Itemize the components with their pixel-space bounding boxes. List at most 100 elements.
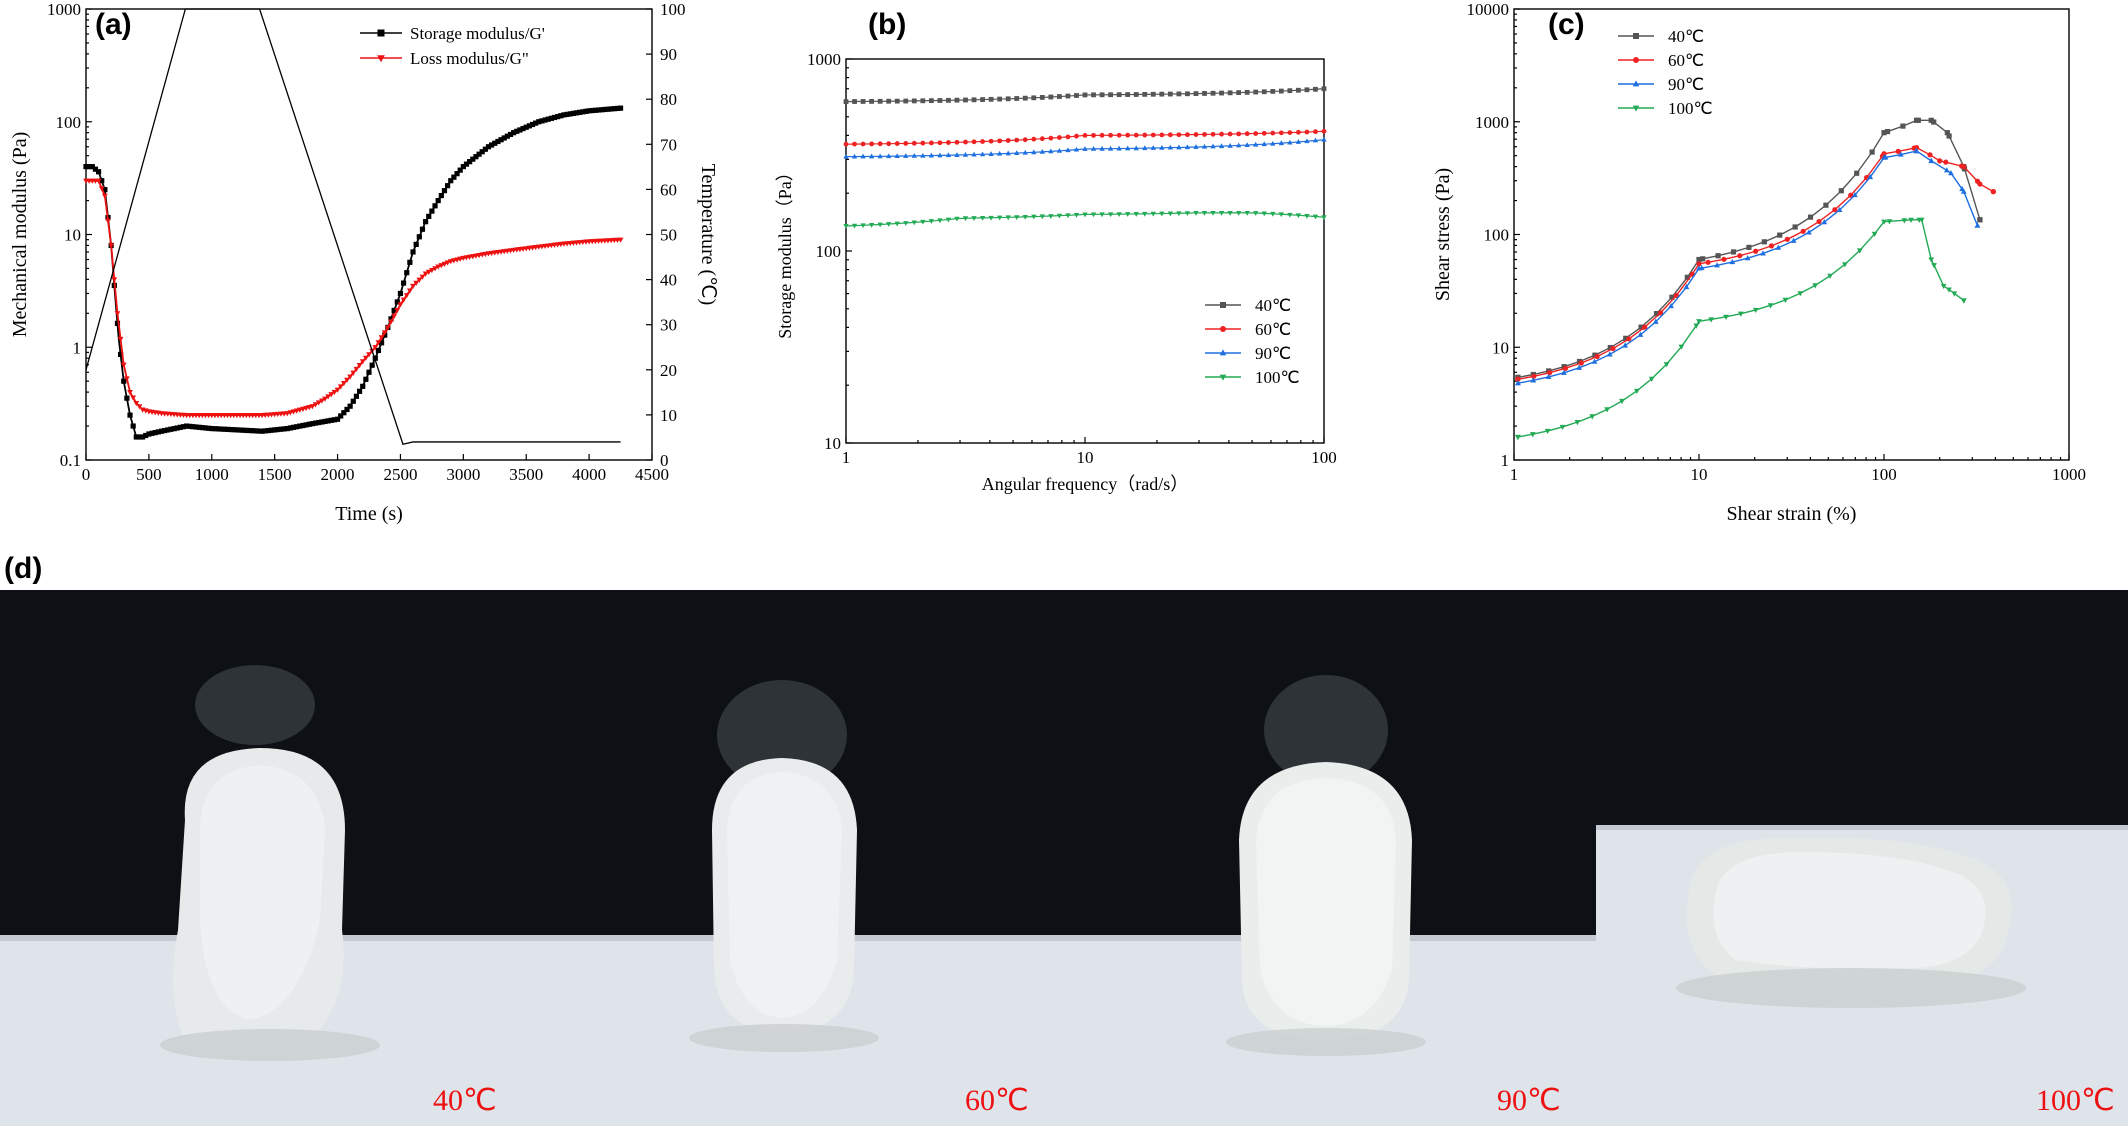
c-point bbox=[1838, 188, 1844, 194]
photo-strip: 40℃ 60℃ 90℃ bbox=[0, 590, 2128, 1126]
a-point bbox=[558, 113, 564, 119]
c-point bbox=[1823, 202, 1829, 208]
a-xtick-label-5: 2500 bbox=[383, 465, 417, 484]
a-ytick-right-label-4: 40 bbox=[660, 271, 677, 290]
a-point bbox=[328, 392, 335, 398]
chart-a: 0 500 1000 1500 2000 2500 3000 3500 4000 45000.11… bbox=[9, 0, 719, 525]
c-point bbox=[1869, 149, 1875, 155]
a-ytick-right-label-6: 60 bbox=[660, 180, 677, 199]
a-point bbox=[290, 409, 297, 415]
a-point bbox=[281, 426, 287, 432]
panel-label-a: (a) bbox=[95, 8, 132, 41]
a-point bbox=[177, 424, 183, 430]
a-point bbox=[426, 213, 432, 219]
a-point bbox=[608, 106, 614, 112]
a-point bbox=[234, 427, 240, 433]
b-series-1 bbox=[843, 128, 1327, 147]
photo-100c: 100℃ bbox=[1596, 590, 2128, 1126]
a-point bbox=[498, 137, 504, 143]
a-point bbox=[199, 425, 205, 431]
c-point bbox=[1574, 420, 1581, 426]
b-point bbox=[1261, 211, 1267, 217]
a-point bbox=[463, 161, 470, 167]
a-point bbox=[221, 426, 227, 432]
b-point bbox=[937, 152, 943, 158]
c-point bbox=[1515, 380, 1521, 386]
a-point bbox=[555, 114, 561, 120]
b-point bbox=[852, 141, 857, 147]
b-point bbox=[1031, 95, 1037, 101]
c-series-line-2 bbox=[1517, 150, 1979, 384]
c-legend-label-2: 90℃ bbox=[1668, 75, 1704, 94]
b-point bbox=[1022, 137, 1028, 143]
photo-caption-100c: 100℃ bbox=[2036, 1084, 2115, 1117]
c-point bbox=[1797, 291, 1804, 297]
b-point bbox=[954, 152, 960, 157]
c-point bbox=[1761, 239, 1767, 245]
a-ylabel-right: Temperature (℃) bbox=[697, 164, 719, 306]
b-point bbox=[1056, 135, 1062, 140]
a-point bbox=[514, 128, 520, 134]
b-point bbox=[1142, 91, 1148, 97]
b-point bbox=[1074, 93, 1079, 98]
c-ytick-label-3: 1000 bbox=[1475, 113, 1509, 132]
c-point bbox=[1515, 376, 1521, 382]
c-series-1 bbox=[1515, 144, 1996, 382]
a-point bbox=[570, 110, 576, 116]
a-point bbox=[359, 359, 366, 365]
a-point bbox=[92, 166, 99, 172]
b-point bbox=[1244, 89, 1250, 95]
c-point bbox=[1673, 292, 1679, 299]
a-point bbox=[573, 110, 580, 116]
a-xtick-label-1: 500 bbox=[136, 465, 162, 484]
c-point bbox=[1589, 414, 1596, 420]
a-point bbox=[127, 412, 133, 418]
b-point bbox=[1091, 92, 1096, 98]
a-point bbox=[237, 427, 243, 433]
a-point bbox=[193, 424, 199, 430]
b-xtick-label-0: 1 bbox=[842, 448, 851, 467]
b-point bbox=[1048, 148, 1054, 154]
b-point bbox=[1022, 149, 1028, 155]
c-point bbox=[1961, 164, 1967, 170]
c-point bbox=[1977, 181, 1983, 187]
a-point bbox=[419, 226, 426, 232]
a-point bbox=[605, 106, 611, 112]
c-point bbox=[1753, 248, 1759, 254]
a-legend: Storage modulus/G' Loss modulus/G" bbox=[360, 24, 545, 68]
b-point bbox=[937, 140, 943, 146]
a-point bbox=[209, 425, 215, 432]
b-point bbox=[1116, 92, 1122, 98]
c-xtick-label-1: 10 bbox=[1691, 465, 1708, 484]
b-point bbox=[894, 221, 900, 227]
b-point bbox=[928, 98, 934, 104]
b-point bbox=[1014, 150, 1020, 156]
c-point bbox=[1943, 167, 1950, 173]
b-point bbox=[1270, 89, 1276, 94]
b-point bbox=[1287, 88, 1293, 94]
b-point bbox=[1244, 131, 1250, 137]
a-point bbox=[504, 133, 510, 139]
c-point bbox=[1562, 365, 1569, 371]
c-series-2 bbox=[1515, 147, 1981, 386]
c-point bbox=[1559, 424, 1566, 431]
a-point bbox=[340, 381, 347, 387]
b-point bbox=[980, 139, 985, 144]
a-point bbox=[117, 336, 124, 343]
b-point bbox=[1005, 150, 1011, 156]
b-point bbox=[1065, 134, 1071, 140]
a-point bbox=[476, 151, 482, 157]
b-point bbox=[997, 138, 1003, 144]
b-point bbox=[1295, 87, 1301, 93]
b-point bbox=[928, 140, 934, 146]
a-point bbox=[312, 402, 319, 408]
b-point bbox=[868, 222, 875, 228]
c-point bbox=[1812, 283, 1819, 289]
a-ytick-right-label-3: 30 bbox=[660, 316, 677, 335]
b-point bbox=[1116, 145, 1122, 151]
b-point bbox=[954, 97, 960, 103]
a-point bbox=[99, 178, 105, 184]
a-point bbox=[124, 376, 130, 382]
a-point bbox=[309, 421, 315, 427]
b-point bbox=[1107, 212, 1114, 218]
